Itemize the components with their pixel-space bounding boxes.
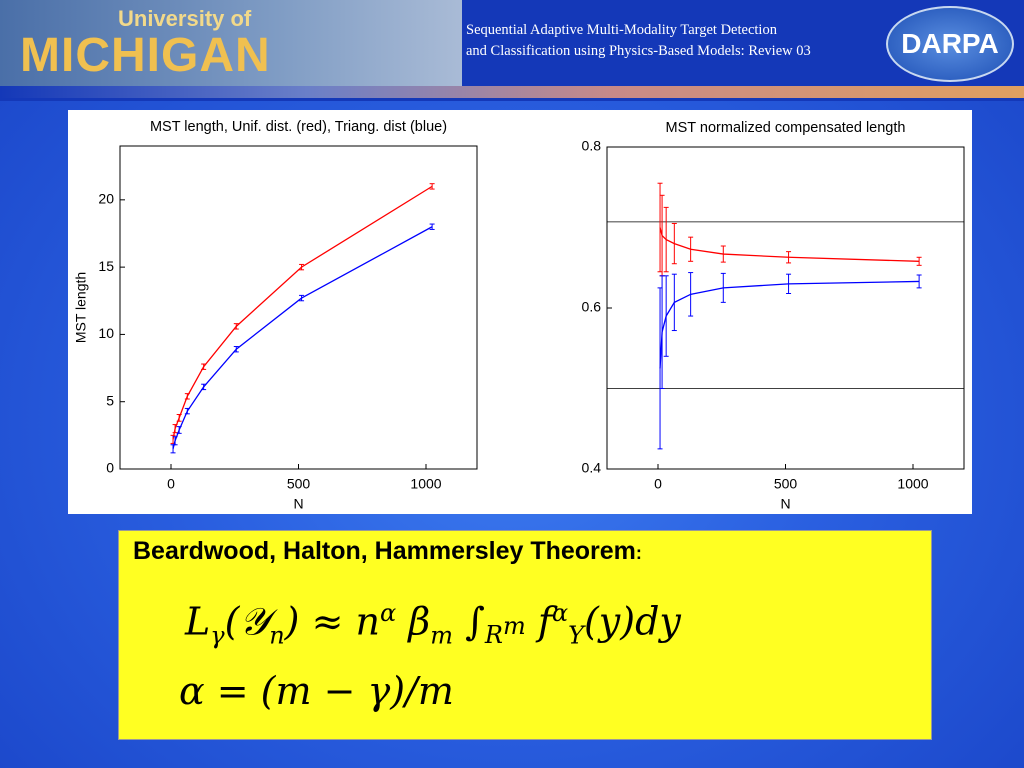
formula-part: α — [379, 599, 397, 627]
university-logo: University of MICHIGAN — [0, 0, 462, 86]
title-text: Beardwood, Halton, Hammersley Theorem — [133, 537, 636, 565]
chart-title: MST normalized compensated length — [666, 120, 906, 136]
x-axis-label: N — [293, 496, 303, 512]
y-tick-label: 0 — [106, 460, 114, 476]
y-axis-label: MST length — [73, 272, 89, 343]
y-tick-label: 0.8 — [582, 138, 602, 154]
y-tick-label: 20 — [98, 191, 114, 207]
theorem-title: Beardwood, Halton, Hammersley Theorem: — [133, 537, 642, 566]
x-tick-label: 500 — [774, 476, 798, 492]
formula-part: m — [430, 621, 454, 650]
title-line: and Classification using Physics-Based M… — [466, 43, 811, 59]
formula-part: β — [396, 599, 431, 644]
series-line — [172, 185, 433, 440]
formula-part: ) ≈ n — [284, 599, 380, 644]
y-tick-label: 5 — [106, 392, 114, 408]
divider — [0, 98, 1024, 101]
plot-area — [119, 145, 478, 470]
formula-part: α — [551, 599, 569, 627]
formula: Lγ(𝒴n) ≈ nα βm ∫Rm fαY(y)dy — [185, 599, 681, 649]
x-tick-label: 0 — [167, 476, 175, 492]
x-tick-label: 1000 — [897, 476, 928, 492]
series-line — [659, 280, 920, 369]
formula-sub: Rm — [484, 612, 526, 650]
formula-part: L — [185, 599, 211, 644]
title-line: Sequential Adaptive Multi-Modality Targe… — [466, 22, 777, 38]
formula: α = (m − γ)/m — [179, 669, 454, 713]
theorem-box: Beardwood, Halton, Hammersley Theorem: L… — [118, 530, 932, 740]
formula-part: n — [269, 621, 285, 650]
x-tick-label: 1000 — [410, 476, 441, 492]
formula-part: Y — [568, 621, 584, 650]
header: University of MICHIGAN Sequential Adapti… — [0, 0, 1024, 86]
x-tick-label: 0 — [654, 476, 662, 492]
divider — [0, 86, 1024, 98]
logo-text: University of — [118, 6, 252, 31]
series-line — [659, 227, 920, 262]
formula-part: R — [484, 621, 503, 650]
darpa-logo: DARPA — [886, 6, 1014, 82]
formula-part: (y)dy — [583, 599, 681, 644]
logo-text: DARPA — [901, 28, 999, 59]
formula-part: m — [502, 612, 526, 641]
chart-title: MST length, Unif. dist. (red), Triang. d… — [150, 119, 447, 135]
series-line — [172, 226, 433, 449]
formula-part: γ — [210, 621, 225, 650]
x-axis-label: N — [780, 496, 790, 512]
title-colon: : — [635, 543, 642, 563]
x-tick-label: 500 — [287, 476, 311, 492]
formula-part: ∫ — [453, 599, 485, 644]
formula-part: f — [525, 599, 552, 644]
y-tick-label: 0.6 — [582, 299, 602, 315]
logo-text: MICHIGAN — [20, 29, 271, 82]
formula-part: (𝒴 — [224, 599, 270, 644]
y-tick-label: 10 — [98, 325, 114, 341]
y-tick-label: 0.4 — [582, 460, 602, 476]
header-title: Sequential Adaptive Multi-Modality Targe… — [466, 20, 811, 62]
y-tick-label: 15 — [98, 258, 114, 274]
